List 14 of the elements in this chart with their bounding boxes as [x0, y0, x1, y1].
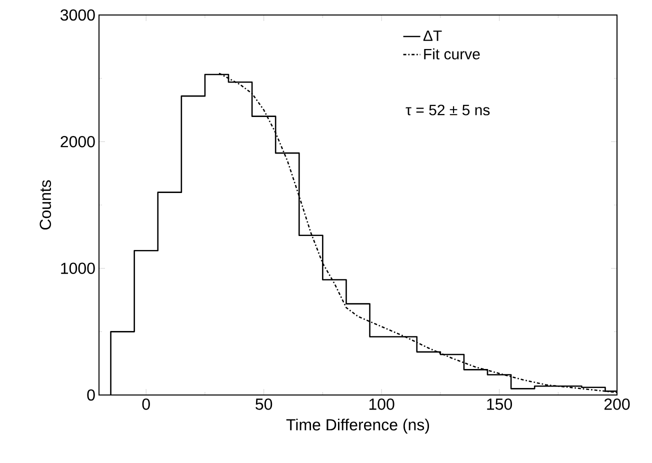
legend-label: ΔT: [423, 30, 442, 41]
y-tick-label: 2000: [60, 136, 95, 148]
annotation: τ = 52 ± 5 ns: [406, 104, 490, 116]
legend-label: Fit curve: [424, 48, 480, 60]
x-tick-label: 150: [487, 398, 512, 410]
x-tick-label: 0: [142, 398, 150, 410]
x-tick-label: 200: [604, 398, 630, 410]
x-tick-label: 100: [369, 398, 394, 410]
x-axis-title: Time Difference (ns): [286, 418, 430, 434]
y-tick-label: 1000: [61, 262, 95, 274]
x-tick-label: 50: [256, 398, 272, 410]
y-axis-title: Counts: [40, 180, 52, 230]
y-tick-label: 0: [87, 389, 95, 401]
y-tick-label: 3000: [60, 9, 95, 21]
